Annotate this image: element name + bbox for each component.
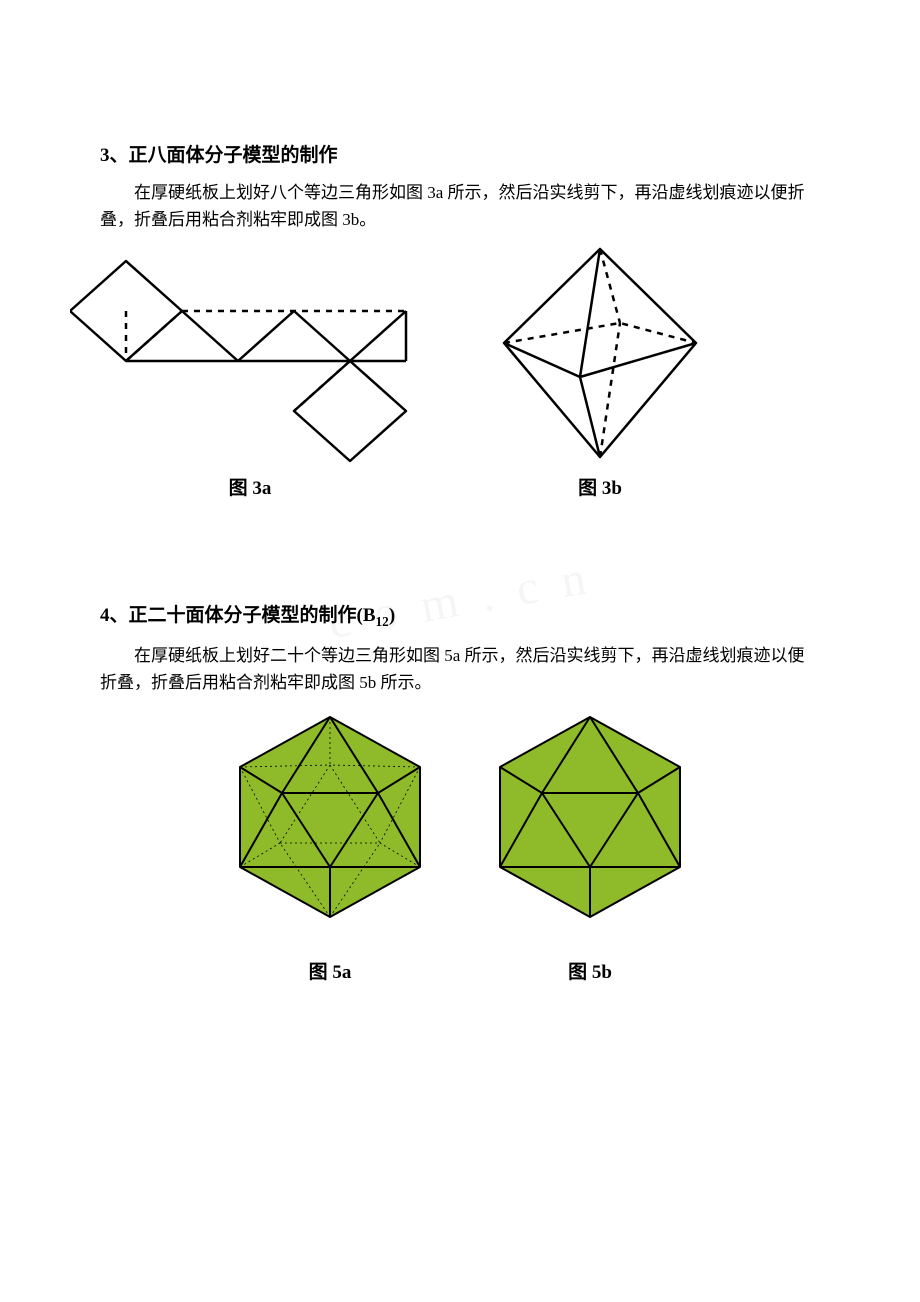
section-3-figures: 图 3a 图 3b bbox=[100, 243, 820, 500]
figure-3a: 图 3a bbox=[70, 253, 430, 500]
section-3-title: 3、正八面体分子模型的制作 bbox=[100, 140, 820, 167]
figure-3b: 图 3b bbox=[490, 243, 710, 500]
figure-5a: 图 5a bbox=[220, 707, 440, 984]
figure-5a-caption: 图 5a bbox=[309, 957, 352, 984]
title-text-b: ) bbox=[389, 605, 395, 626]
page-content: 3、正八面体分子模型的制作 在厚硬纸板上划好八个等边三角形如图 3a 所示，然后… bbox=[0, 0, 920, 984]
title-text-a: 正二十面体分子模型的制作(B bbox=[129, 605, 376, 626]
icosahedron-solid-diagram bbox=[480, 707, 700, 927]
section-4-body: 在厚硬纸板上划好二十个等边三角形如图 5a 所示，然后沿实线剪下，再沿虚线划痕迹… bbox=[100, 642, 820, 696]
title-prefix: 4、 bbox=[100, 605, 129, 626]
figure-3a-caption: 图 3a bbox=[229, 473, 272, 500]
section-4-figures: 图 5a 图 5b bbox=[100, 707, 820, 984]
octahedron-diagram bbox=[490, 243, 710, 463]
octahedron-net-diagram bbox=[70, 253, 430, 463]
figure-3b-caption: 图 3b bbox=[578, 473, 622, 500]
title-prefix: 3、 bbox=[100, 145, 129, 166]
section-3-body: 在厚硬纸板上划好八个等边三角形如图 3a 所示，然后沿实线剪下，再沿虚线划痕迹以… bbox=[100, 179, 820, 233]
title-text: 正八面体分子模型的制作 bbox=[129, 145, 338, 166]
figure-5b-caption: 图 5b bbox=[568, 957, 612, 984]
icosahedron-transparent-diagram bbox=[220, 707, 440, 927]
figure-5b: 图 5b bbox=[480, 707, 700, 984]
section-3: 3、正八面体分子模型的制作 在厚硬纸板上划好八个等边三角形如图 3a 所示，然后… bbox=[100, 140, 820, 500]
section-4: 4、正二十面体分子模型的制作(B12) 在厚硬纸板上划好二十个等边三角形如图 5… bbox=[100, 600, 820, 983]
title-subscript: 12 bbox=[376, 614, 389, 629]
section-4-title: 4、正二十面体分子模型的制作(B12) bbox=[100, 600, 820, 630]
